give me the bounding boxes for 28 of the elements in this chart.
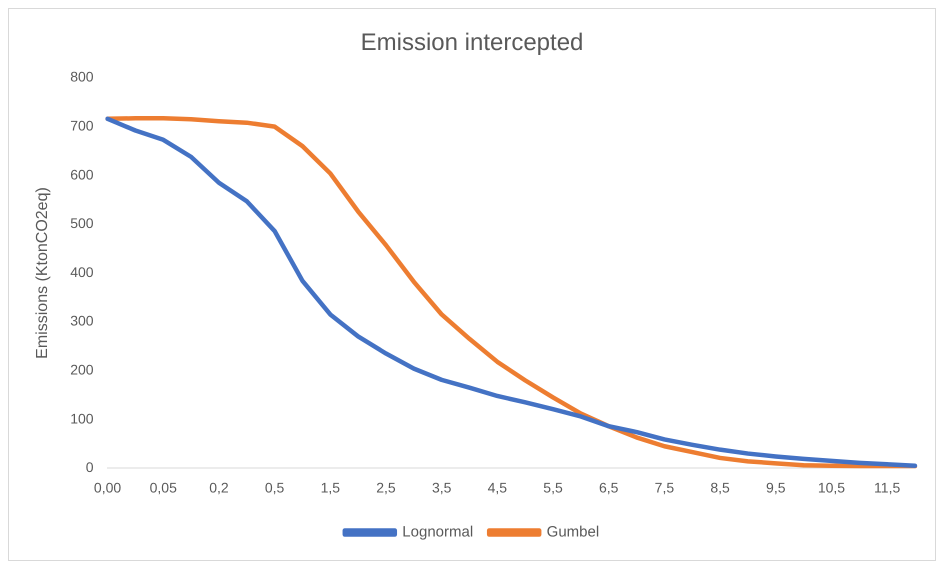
x-tick-label: 1,5 bbox=[320, 479, 340, 496]
x-tick-label: 10,5 bbox=[818, 479, 846, 496]
legend-label: Lognormal bbox=[402, 524, 474, 541]
x-tick-label: 0,5 bbox=[264, 479, 285, 496]
x-tick-label: 9,5 bbox=[766, 479, 786, 496]
y-tick-label: 0 bbox=[86, 459, 94, 476]
y-tick-label: 500 bbox=[70, 215, 94, 232]
x-tick-label: 0,05 bbox=[150, 479, 178, 496]
x-tick-label: 2,5 bbox=[376, 479, 396, 496]
legend-label: Gumbel bbox=[546, 524, 600, 541]
x-tick-label: 8,5 bbox=[710, 479, 730, 496]
x-tick-label: 0,00 bbox=[94, 479, 122, 496]
y-tick-label: 700 bbox=[70, 117, 94, 134]
x-tick-label: 7,5 bbox=[654, 479, 674, 496]
x-tick-label: 0,2 bbox=[209, 479, 229, 496]
y-tick-label: 300 bbox=[70, 312, 94, 329]
y-tick-label: 600 bbox=[70, 166, 94, 182]
x-tick-label: 3,5 bbox=[432, 479, 452, 496]
y-tick-label: 800 bbox=[70, 68, 94, 85]
x-tick-label: 4,5 bbox=[488, 479, 508, 496]
x-tick-label: 6,5 bbox=[598, 479, 619, 496]
y-tick-label: 100 bbox=[70, 410, 94, 426]
x-tick-label: 11,5 bbox=[874, 479, 900, 496]
chart-title: Emission intercepted bbox=[360, 29, 584, 56]
y-tick-label: 200 bbox=[70, 361, 94, 378]
y-axis-title: Emissions (KtonCO2eq) bbox=[34, 187, 52, 359]
y-tick-label: 400 bbox=[70, 264, 94, 280]
x-tick-label: 5,5 bbox=[543, 479, 563, 496]
